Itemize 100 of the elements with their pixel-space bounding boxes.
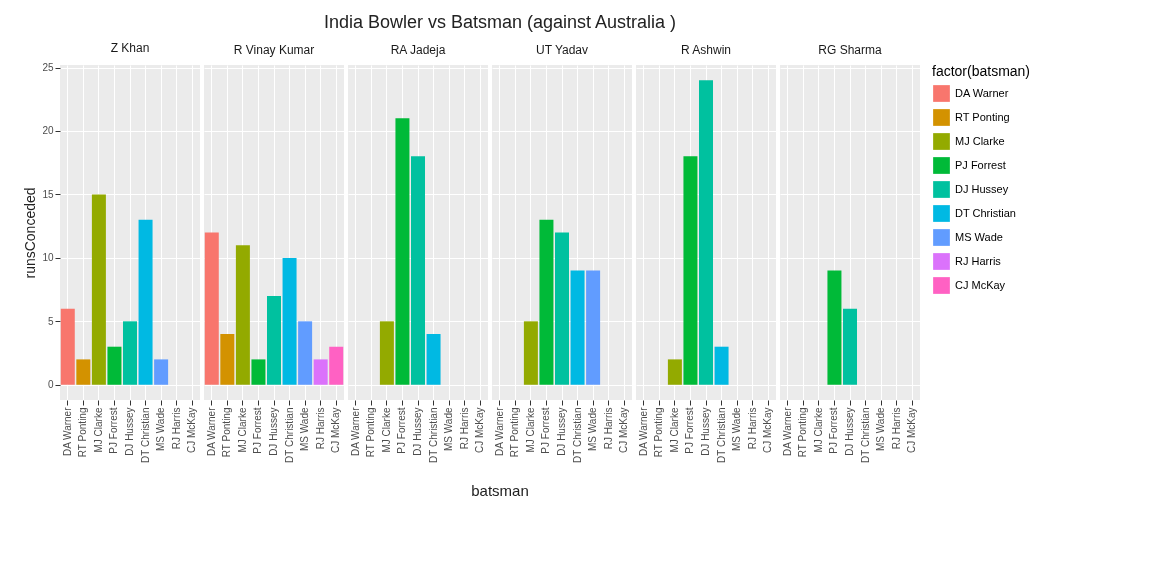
bar — [235, 245, 250, 385]
x-tick-label: PJ Forrest — [108, 407, 120, 454]
x-tick-label: CJ McKay — [474, 407, 486, 454]
x-tick-label: PJ Forrest — [396, 407, 408, 454]
x-tick-label: RT Ponting — [221, 407, 233, 458]
y-tick-label: 15 — [42, 188, 54, 200]
x-tick-label: PJ Forrest — [828, 407, 840, 454]
chart-subtitle: R Ashwin — [680, 43, 732, 57]
bar — [683, 156, 698, 385]
x-tick-label: MJ Clarke — [524, 407, 536, 453]
bar — [570, 270, 585, 385]
x-tick-label: CJ McKay — [186, 407, 198, 454]
x-tick-label: DT Christian — [283, 407, 295, 463]
x-tick-label: CJ McKay — [618, 407, 630, 454]
bar — [523, 321, 538, 385]
chart-subtitle: UT Yadav — [535, 43, 589, 57]
bar — [123, 321, 137, 385]
bar — [426, 334, 441, 385]
bar — [267, 295, 281, 385]
x-tick-label: MS Wade — [299, 407, 311, 452]
y-tick-label: 10 — [42, 252, 54, 264]
x-tick-label: RT Ponting — [797, 407, 809, 458]
x-tick-label: DA Warner — [781, 406, 793, 457]
x-tick-label: RT Ponting — [365, 407, 377, 458]
x-tick-label: MS Wade — [875, 407, 887, 452]
x-tick-label: DJ Hussey — [412, 407, 423, 456]
x-tick-label: DJ Hussey — [556, 407, 567, 456]
x-tick-label: DA Warner — [493, 406, 505, 457]
x-tick-label: MJ Clarke — [380, 407, 392, 453]
x-tick-label: CJ McKay — [330, 407, 342, 454]
legend-label: PJ Forrest — [955, 158, 1006, 171]
x-tick-label: DJ Hussey — [268, 407, 279, 456]
x-tick-label: MJ Clarke — [812, 407, 824, 453]
y-tick-label: 20 — [42, 125, 54, 137]
bar — [667, 359, 682, 385]
y-tick-label: 0 — [47, 379, 54, 391]
x-tick-label: DA Warner — [61, 406, 73, 457]
x-tick-label: RJ Harris — [314, 407, 326, 450]
x-tick-label: RJ Harris — [458, 407, 470, 450]
x-tick-label: DT Christian — [571, 407, 583, 463]
chart-subtitle: R Vinay Kumar — [233, 43, 315, 57]
bar — [329, 346, 344, 385]
y-axis-title: runsConceded — [22, 187, 39, 279]
bar — [298, 321, 313, 385]
x-tick-label: MJ Clarke — [236, 407, 248, 453]
bar — [138, 219, 153, 385]
x-tick-label: MS Wade — [731, 407, 743, 452]
x-tick-label: DJ Hussey — [700, 407, 711, 456]
bar — [107, 346, 122, 385]
bar — [714, 346, 729, 385]
bar — [91, 194, 106, 385]
bar — [699, 80, 713, 385]
chart-subtitle: RA Jadeja — [390, 43, 446, 57]
x-tick-label: DJ Hussey — [124, 407, 135, 456]
legend-label: DA Warner — [955, 86, 1009, 99]
bar — [411, 156, 425, 385]
legend-label: DT Christian — [955, 206, 1016, 219]
x-tick-label: RT Ponting — [77, 407, 89, 458]
bar — [539, 219, 554, 385]
x-tick-label: RT Ponting — [509, 407, 521, 458]
x-tick-label: PJ Forrest — [540, 407, 552, 454]
bar — [395, 118, 410, 385]
text: India Bowler vs Batsman (against Australia ) — [322, 11, 678, 34]
bar — [251, 359, 266, 385]
x-tick-label: DT Christian — [715, 407, 727, 463]
bar — [379, 321, 394, 385]
bar — [204, 232, 219, 385]
x-tick-label: DA Warner — [349, 406, 361, 457]
x-tick-label: RJ Harris — [746, 407, 758, 450]
x-tick-label: RJ Harris — [602, 407, 614, 450]
x-tick-label: RJ Harris — [890, 407, 902, 450]
legend-label: RJ Harris — [955, 254, 1002, 267]
bar — [586, 270, 601, 385]
x-tick-label: RJ Harris — [170, 407, 182, 450]
bar — [555, 232, 569, 385]
x-tick-label: CJ McKay — [906, 407, 918, 454]
bar — [313, 359, 328, 385]
text: batsman — [470, 482, 530, 499]
x-tick-label: MS Wade — [155, 407, 167, 452]
x-tick-label: DT Christian — [859, 407, 871, 463]
x-tick-label: PJ Forrest — [684, 407, 696, 454]
bar — [282, 257, 297, 385]
x-tick-label: DA Warner — [637, 406, 649, 457]
bar — [220, 334, 235, 385]
legend-title: factor(batsman) — [932, 63, 1031, 79]
x-tick-label: RT Ponting — [653, 407, 665, 458]
y-tick-label: 25 — [42, 62, 54, 74]
legend-label: CJ McKay — [955, 278, 1006, 291]
legend-label: MS Wade — [955, 230, 1003, 243]
x-tick-label: MJ Clarke — [92, 407, 104, 453]
x-tick-label: DA Warner — [205, 406, 217, 457]
chart-subtitle: Z Khan — [110, 40, 150, 55]
chart-subtitle: RG Sharma — [818, 43, 882, 57]
x-tick-label: DT Christian — [427, 407, 439, 463]
y-tick-label: 5 — [47, 315, 54, 327]
bar — [76, 359, 91, 385]
legend-label: RT Ponting — [955, 110, 1010, 123]
bar — [60, 308, 75, 385]
bar — [154, 359, 169, 385]
legend-label: MJ Clarke — [955, 134, 1005, 147]
